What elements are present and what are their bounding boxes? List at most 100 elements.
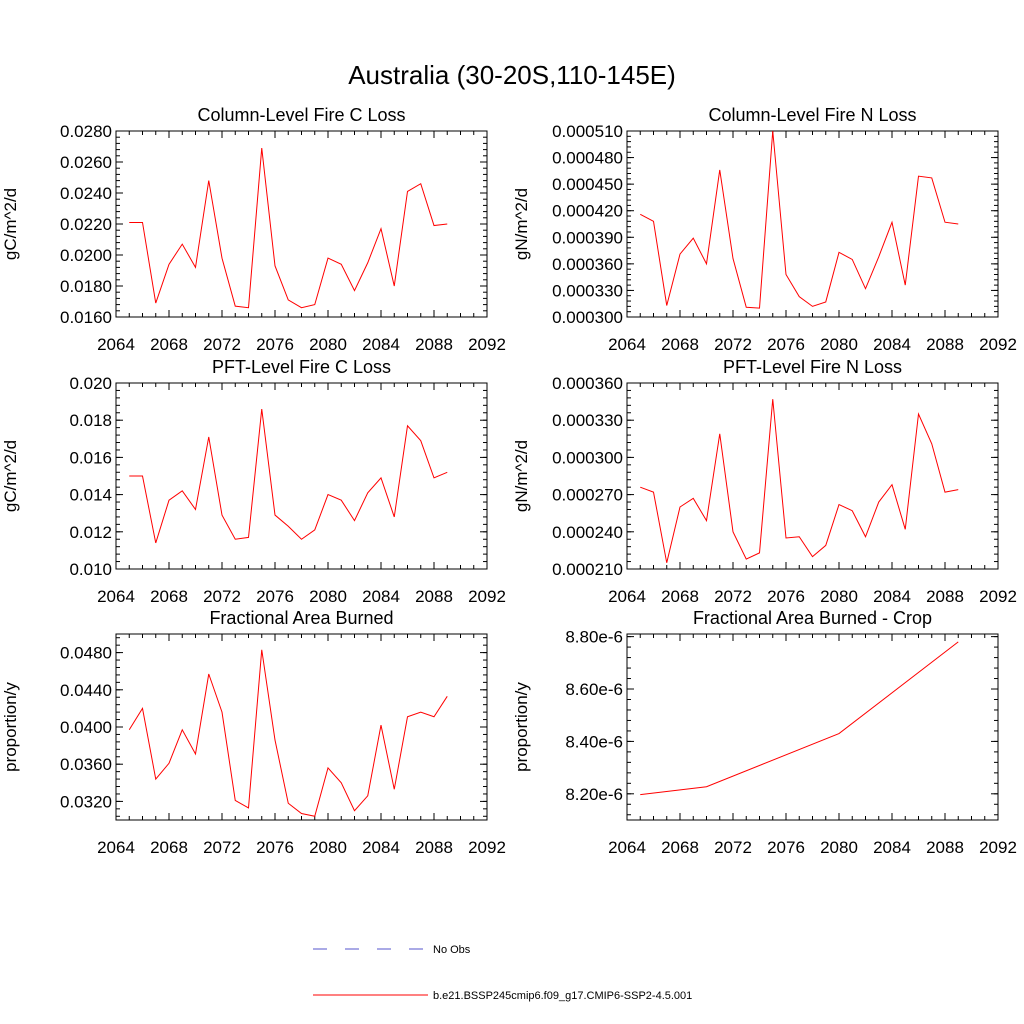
y-tick-label: 0.0440 <box>60 681 112 700</box>
x-tick-label: 2064 <box>97 587 135 606</box>
x-tick-label: 2084 <box>873 838 911 857</box>
y-tick-label: 0.000270 <box>552 486 623 505</box>
y-axis: 0.000210 0.000240 0.000270 0.000300 0.000330… <box>552 374 998 579</box>
x-tick-label: 2080 <box>820 335 858 354</box>
y-tick-label: 0.0220 <box>60 215 112 234</box>
series-line-1 <box>640 399 959 563</box>
x-tick-label: 2068 <box>661 335 699 354</box>
y-tick-label: 0.018 <box>69 411 112 430</box>
x-axis: 2064 2068 2072 2076 2080 2084 2088 2092 <box>608 383 1017 606</box>
y-tick-label: 0.000510 <box>552 122 623 141</box>
chart-panel-2: Column-Level Fire N Loss gN/m^2/d 2064 2068… <box>512 105 1017 354</box>
y-axis: 0.0320 0.0360 0.0400 0.0440 0.0480 <box>60 637 487 817</box>
series-line-1 <box>129 147 448 309</box>
x-tick-label: 2072 <box>714 838 752 857</box>
y-tick-label: 0.000240 <box>552 523 623 542</box>
y-axis-label: gC/m^2/d <box>1 188 20 260</box>
y-tick-label: 8.40e-6 <box>565 732 623 751</box>
y-tick-label: 8.20e-6 <box>565 785 623 804</box>
x-tick-label: 2080 <box>309 587 347 606</box>
plot-frame <box>115 130 488 318</box>
x-tick-label: 2068 <box>150 335 188 354</box>
x-tick-label: 2072 <box>203 335 241 354</box>
x-tick-label: 2072 <box>714 335 752 354</box>
x-tick-label: 2072 <box>203 838 241 857</box>
x-tick-label: 2084 <box>362 587 400 606</box>
y-axis-label: gN/m^2/d <box>512 440 531 512</box>
y-tick-label: 0.000330 <box>552 281 623 300</box>
chart-panel-1: Column-Level Fire C Loss gC/m^2/d 2064 2068… <box>1 105 506 354</box>
y-tick-label: 0.0400 <box>60 718 112 737</box>
y-tick-label: 8.80e-6 <box>565 628 623 647</box>
panel-title: Column-Level Fire N Loss <box>708 105 916 125</box>
x-tick-label: 2076 <box>256 838 294 857</box>
x-tick-label: 2080 <box>820 838 858 857</box>
y-tick-label: 0.0180 <box>60 277 112 296</box>
y-tick-label: 0.000360 <box>552 374 623 393</box>
y-axis-label: gC/m^2/d <box>1 440 20 512</box>
panels: Column-Level Fire C Loss gC/m^2/d 2064 2068… <box>1 105 1017 857</box>
x-tick-label: 2084 <box>362 335 400 354</box>
series-line-1 <box>640 130 959 309</box>
x-tick-label: 2072 <box>714 587 752 606</box>
y-tick-label: 0.000210 <box>552 560 623 579</box>
x-tick-label: 2076 <box>256 335 294 354</box>
x-tick-label: 2092 <box>468 587 506 606</box>
x-axis: 2064 2068 2072 2076 2080 2084 2088 2092 <box>97 131 506 354</box>
x-tick-label: 2068 <box>661 587 699 606</box>
figure-title: Australia (30-20S,110-145E) <box>348 60 676 90</box>
x-tick-label: 2092 <box>468 838 506 857</box>
y-axis: 0.010 0.012 0.014 0.016 0.018 0.020 <box>69 374 487 579</box>
y-tick-label: 0.0320 <box>60 792 112 811</box>
x-tick-label: 2088 <box>415 587 453 606</box>
panel-title: Fractional Area Burned <box>209 608 393 628</box>
y-tick-label: 0.000420 <box>552 202 623 221</box>
x-tick-label: 2064 <box>608 587 646 606</box>
x-tick-label: 2068 <box>150 587 188 606</box>
series-line-1 <box>129 408 448 544</box>
y-tick-label: 0.012 <box>69 523 112 542</box>
series-line-1 <box>128 649 448 817</box>
x-tick-label: 2076 <box>767 335 805 354</box>
series-line-1 <box>640 641 959 796</box>
x-tick-label: 2080 <box>309 335 347 354</box>
y-tick-label: 0.0240 <box>60 184 112 203</box>
legend-label: b.e21.BSSP245cmip6.f09_g17.CMIP6-SSP2-4.… <box>433 990 692 1002</box>
x-tick-label: 2064 <box>608 838 646 857</box>
y-tick-label: 0.000300 <box>552 448 623 467</box>
chart-panel-4: PFT-Level Fire N Loss gN/m^2/d 2064 2068 207… <box>512 357 1017 606</box>
legend: No Obs b.e21.BSSP245cmip6.f09_g17.CMIP6-S… <box>313 944 692 1002</box>
y-tick-label: 0.0480 <box>60 644 112 663</box>
x-tick-label: 2092 <box>468 335 506 354</box>
y-tick-label: 0.000390 <box>552 228 623 247</box>
chart-panel-6: Fractional Area Burned - Crop proportion/… <box>512 608 1017 857</box>
x-tick-label: 2092 <box>979 335 1017 354</box>
x-tick-label: 2072 <box>203 587 241 606</box>
x-tick-label: 2084 <box>873 335 911 354</box>
y-tick-label: 0.0200 <box>60 246 112 265</box>
plot-frame <box>115 633 488 821</box>
plot-frame <box>626 382 999 570</box>
x-axis: 2064 2068 2072 2076 2080 2084 2088 2092 <box>608 131 1017 354</box>
x-tick-label: 2088 <box>415 838 453 857</box>
y-axis-label: proportion/y <box>512 682 531 772</box>
y-axis: 0.000300 0.000330 0.000360 0.000390 0.000420… <box>552 122 998 327</box>
y-tick-label: 8.60e-6 <box>565 680 623 699</box>
y-tick-label: 0.0160 <box>60 308 112 327</box>
x-axis: 2064 2068 2072 2076 2080 2084 2088 2092 <box>97 634 506 857</box>
plot-frame <box>626 633 999 821</box>
x-tick-label: 2064 <box>97 838 135 857</box>
x-tick-label: 2088 <box>926 335 964 354</box>
x-tick-label: 2064 <box>97 335 135 354</box>
y-tick-label: 0.000480 <box>552 149 623 168</box>
x-tick-label: 2088 <box>415 335 453 354</box>
chart-panel-3: PFT-Level Fire C Loss gC/m^2/d 2064 2068 207… <box>1 357 506 606</box>
x-tick-label: 2084 <box>873 587 911 606</box>
x-tick-label: 2084 <box>362 838 400 857</box>
x-tick-label: 2064 <box>608 335 646 354</box>
x-tick-label: 2080 <box>309 838 347 857</box>
y-tick-label: 0.0280 <box>60 122 112 141</box>
y-tick-label: 0.000450 <box>552 175 623 194</box>
